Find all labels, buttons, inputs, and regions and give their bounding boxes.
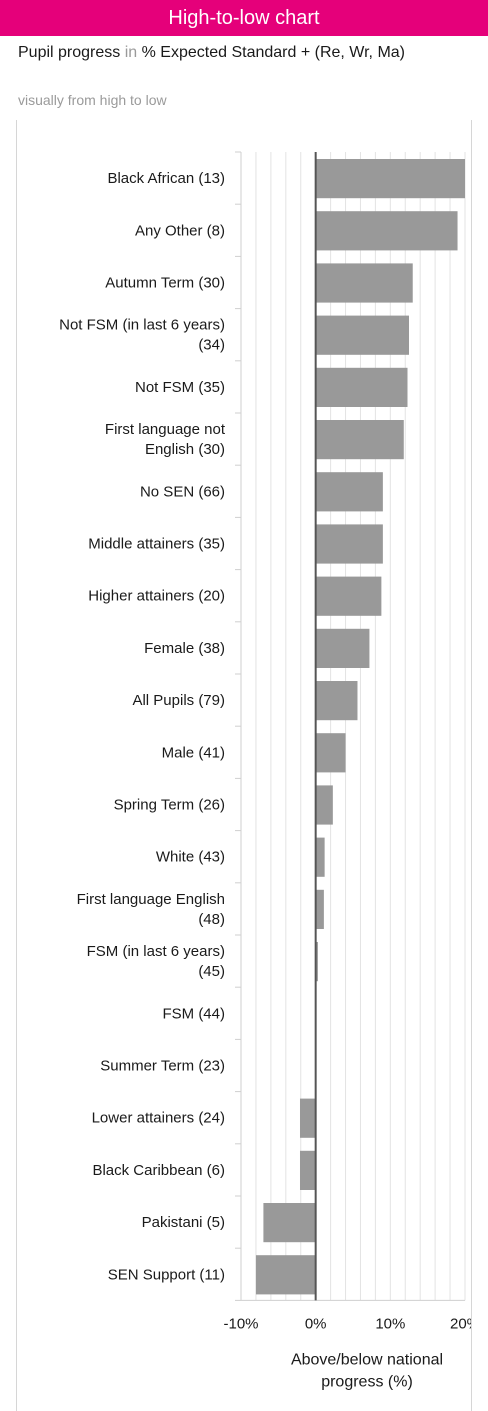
category-label: Not FSM (35) [135, 379, 225, 396]
chart-panel: Black African (13) Any Other (8) Autumn Te… [16, 120, 472, 1411]
category-label: First language English (48) [77, 891, 225, 928]
bar [315, 785, 333, 825]
chart-caption: visually from high to low [18, 92, 167, 108]
category-label: Male (41) [162, 744, 225, 761]
bar [315, 420, 404, 460]
subtitle-part2: in [124, 44, 142, 61]
tick-labels: -10% 0% 10% 20% [223, 1315, 471, 1332]
bar [315, 315, 409, 355]
category-label: Female (38) [144, 640, 225, 657]
category-label: Autumn Term (30) [105, 275, 225, 292]
axes [235, 151, 465, 1301]
category-label: Black Caribbean (6) [92, 1162, 225, 1179]
bars [255, 159, 465, 1295]
x-axis-label-line1: Above/below national [291, 1351, 443, 1368]
bar [315, 576, 382, 616]
bar [315, 733, 346, 773]
bar [255, 1255, 316, 1295]
category-label: Higher attainers (20) [88, 588, 225, 605]
category-label: FSM (44) [162, 1005, 225, 1022]
category-label: Middle attainers (35) [88, 536, 225, 553]
x-tick-label: 20% [450, 1315, 471, 1332]
bar [299, 1150, 316, 1190]
category-label: Pakistani (5) [142, 1214, 225, 1231]
bar [315, 472, 383, 512]
chart-subtitle: Pupil progress in % Expected Standard + … [18, 42, 478, 64]
bar [315, 681, 358, 721]
subtitle-part1: Pupil progress [18, 44, 125, 61]
category-label: White (43) [156, 849, 225, 866]
bar-chart: Black African (13) Any Other (8) Autumn Te… [59, 151, 471, 1390]
category-label: Not FSM (in last 6 years) (34) [59, 317, 225, 354]
bar [263, 1203, 316, 1243]
category-label: Spring Term (26) [114, 797, 225, 814]
bar [299, 1098, 316, 1138]
bar [315, 942, 318, 982]
category-label: All Pupils (79) [132, 692, 225, 709]
category-label: Lower attainers (24) [92, 1110, 225, 1127]
x-tick-label: 10% [375, 1315, 405, 1332]
bar [315, 889, 324, 929]
category-label: No SEN (66) [140, 483, 225, 500]
category-label: SEN Support (11) [108, 1266, 225, 1283]
subtitle-part3: % Expected Standard + (Re, Wr, Ma) [141, 44, 405, 61]
bar [315, 159, 465, 199]
bar [315, 263, 413, 303]
bar [315, 367, 408, 407]
category-label: First language not English (30) [105, 421, 226, 458]
bar [315, 524, 383, 564]
category-labels: Black African (13) Any Other (8) Autumn Te… [59, 170, 226, 1283]
category-label: FSM (in last 6 years) (45) [87, 943, 225, 980]
bar [315, 628, 370, 668]
category-label: Any Other (8) [135, 222, 225, 239]
category-label: Summer Term (23) [100, 1058, 225, 1075]
category-label: Black African (13) [107, 170, 225, 187]
x-tick-label: 0% [305, 1315, 327, 1332]
header-title: High-to-low chart [168, 7, 320, 29]
x-tick-label: -10% [223, 1315, 258, 1332]
bar [315, 837, 325, 877]
bar [315, 211, 458, 251]
chart-header: High-to-low chart [0, 0, 488, 36]
x-axis-label-line2: progress (%) [321, 1373, 413, 1390]
